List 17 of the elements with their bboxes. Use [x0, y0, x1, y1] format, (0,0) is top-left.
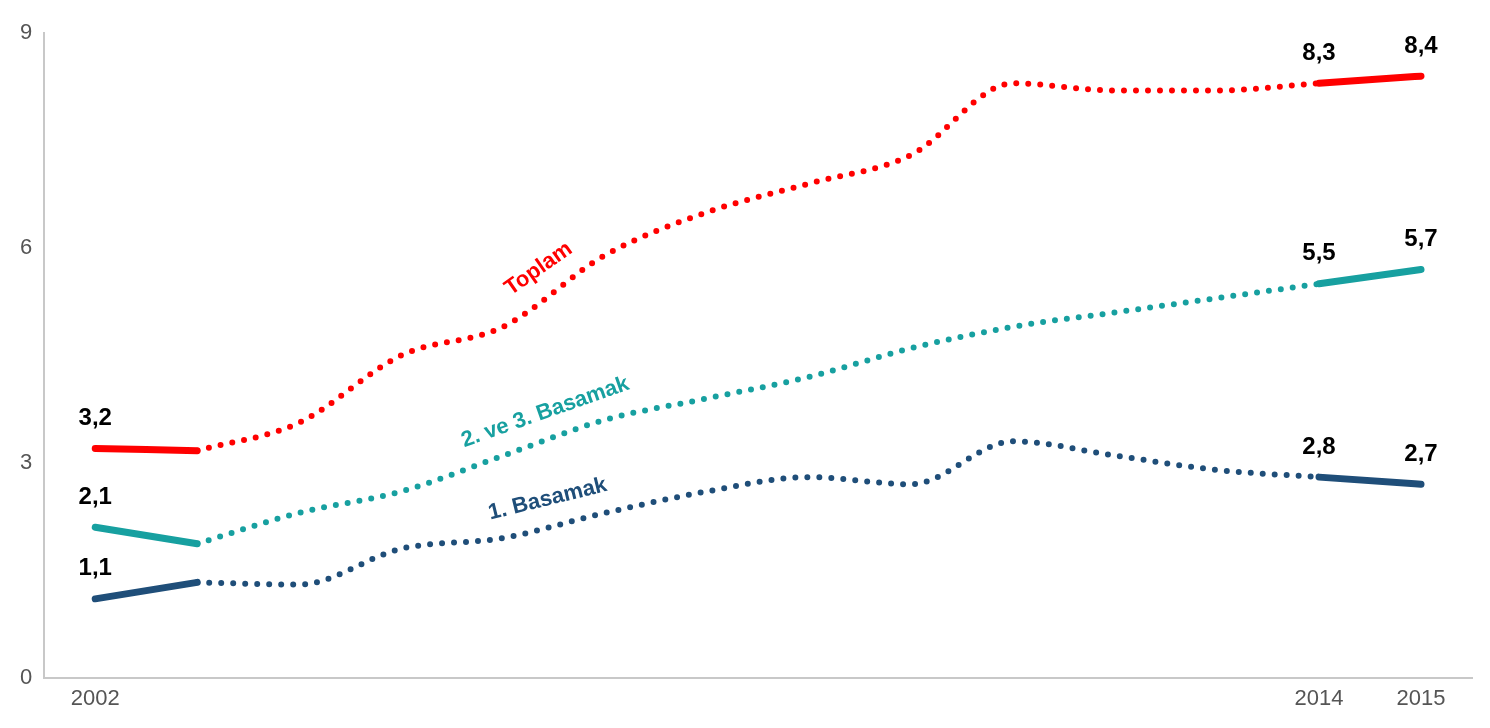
data-label: 3,2 [78, 403, 112, 431]
data-label: 2,1 [78, 481, 112, 509]
y-tick-label: 6 [19, 234, 33, 260]
y-tick-label: 3 [19, 448, 33, 474]
data-label: 8,4 [1404, 30, 1439, 58]
x-tick-label: 2015 [1396, 684, 1446, 710]
x-tick-label: 2002 [70, 684, 120, 710]
data-label: 8,3 [1302, 37, 1336, 65]
y-tick-label: 9 [19, 19, 33, 45]
data-label: 5,7 [1404, 224, 1438, 252]
data-label: 5,5 [1302, 238, 1336, 266]
y-tick-label: 0 [19, 663, 33, 689]
data-label: 2,7 [1404, 438, 1438, 466]
data-label: 1,1 [78, 553, 112, 581]
x-tick-label: 2014 [1294, 684, 1344, 710]
data-label: 2,8 [1302, 431, 1336, 459]
text: 1. Basamak [485, 471, 610, 525]
